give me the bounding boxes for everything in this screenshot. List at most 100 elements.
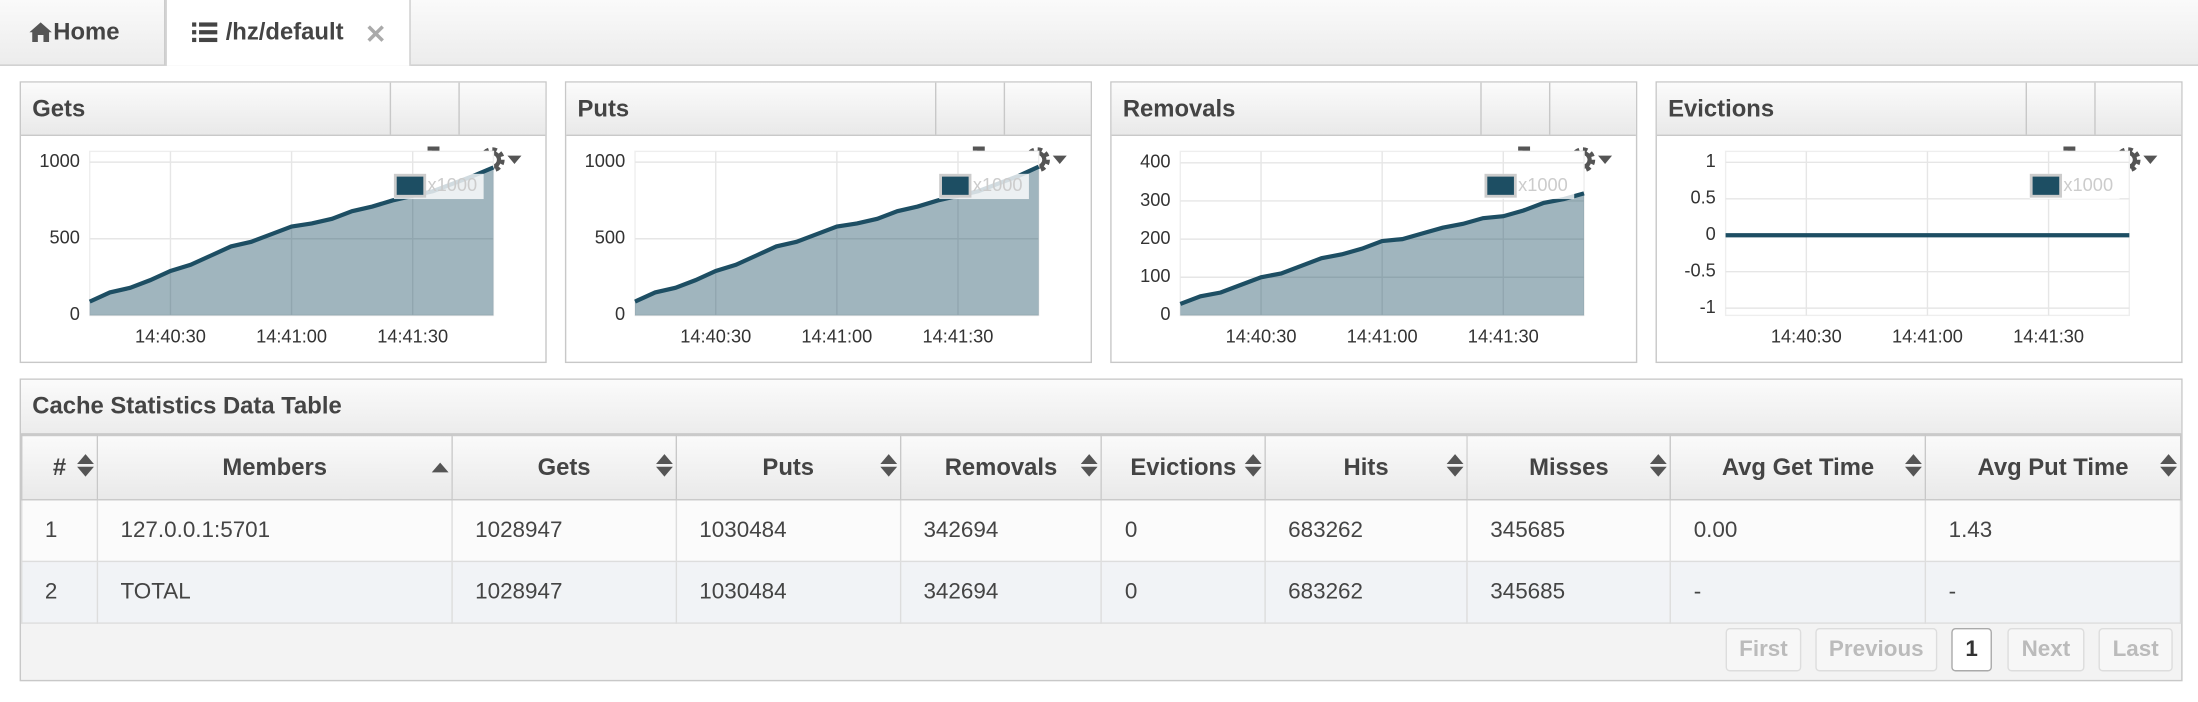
- y-tick-label: 1000: [39, 151, 80, 171]
- y-tick-label: 0: [1160, 304, 1170, 324]
- panel-title: Gets: [32, 95, 86, 122]
- header-label: Misses: [1529, 453, 1609, 481]
- expand-button[interactable]: [2025, 82, 2096, 175]
- table-cell: 1028947: [451, 560, 677, 624]
- expand-button[interactable]: [1480, 82, 1550, 175]
- y-tick-label: 500: [49, 228, 79, 248]
- x-tick-label: 14:41:30: [2013, 327, 2084, 347]
- x-tick-label: 14:40:30: [135, 327, 206, 347]
- page-button[interactable]: Previous: [1815, 628, 1938, 672]
- header-label: #: [52, 453, 67, 481]
- expand-button[interactable]: [389, 82, 460, 175]
- panel-title: Removals: [1122, 95, 1236, 122]
- table-cell: 1030484: [675, 560, 902, 624]
- chart-panel: Gets 0 500 1000 14:40:30 14:41:00 14:41:30 x100…: [19, 81, 547, 364]
- y-tick-label: 500: [595, 228, 625, 248]
- x-tick-label: 14:40:30: [680, 327, 751, 347]
- column-header[interactable]: Evictions: [1100, 434, 1266, 501]
- legend-swatch: [393, 173, 427, 198]
- chart: 0 100 200 300 400 14:40:30 14:41:00 14:41:30 x10…: [1140, 150, 1585, 347]
- column-header[interactable]: Hits: [1264, 434, 1468, 501]
- tab-label: /hz/default: [225, 18, 344, 45]
- y-tick-label: 300: [1140, 190, 1170, 210]
- settings-button[interactable]: [1548, 82, 1637, 173]
- column-header[interactable]: Avg Put Time: [1924, 434, 2182, 501]
- page-button[interactable]: First: [1725, 628, 1802, 672]
- x-tick-label: 14:40:30: [1226, 327, 1297, 347]
- table-cell: TOTAL: [96, 560, 453, 624]
- table-cell: 2: [21, 560, 99, 624]
- chart-panel: Removals 0 100 200 300 400 14:40:30 14:41:00 14:…: [1110, 81, 1638, 364]
- table-cell: 683262: [1264, 499, 1468, 563]
- panel-header: Evictions: [1656, 82, 2182, 175]
- tab-bar: Home /hz/default: [0, 0, 2198, 66]
- line: [1179, 191, 1585, 306]
- page-button[interactable]: Next: [2007, 628, 2085, 672]
- header-label: Puts: [762, 453, 815, 481]
- tab-label: Home: [53, 18, 120, 45]
- page-button[interactable]: 1: [1951, 628, 1992, 672]
- expand-button[interactable]: [934, 82, 1005, 175]
- y-tick-label: 1000: [585, 151, 626, 171]
- header-label: Gets: [537, 453, 591, 481]
- header-label: Removals: [944, 453, 1058, 481]
- table-cell: 342694: [899, 499, 1103, 563]
- legend-swatch: [2029, 173, 2063, 198]
- table-cell: 0: [1100, 499, 1266, 563]
- table-cell: 1.43: [1924, 499, 2182, 563]
- table-title: Cache Statistics Data Table: [21, 379, 2182, 435]
- data-table-panel: Cache Statistics Data Table # Members Gets…: [19, 378, 2183, 682]
- y-tick-label: 0: [1706, 224, 1716, 244]
- chart-panel: Puts 0 500 1000 14:40:30 14:41:00 14:41:30 x100…: [564, 81, 1092, 364]
- table-cell: 345685: [1466, 560, 1672, 624]
- y-tick-label: 100: [1140, 266, 1170, 286]
- header-label: Members: [222, 453, 327, 481]
- table-cell: 1028947: [451, 499, 677, 563]
- table-cell: 342694: [899, 560, 1103, 624]
- table-cell: -: [1669, 560, 1927, 624]
- x-tick-label: 14:41:00: [1892, 327, 1963, 347]
- panel-title: Evictions: [1668, 95, 1775, 122]
- column-header[interactable]: Misses: [1466, 434, 1672, 501]
- column-header[interactable]: Gets: [451, 434, 677, 501]
- list-icon: [192, 22, 218, 43]
- home-icon: [29, 22, 52, 43]
- table-row: 1 127.0.0.1:5701 1028947 1030484 342694 0 6832…: [21, 499, 2182, 563]
- header-label: Evictions: [1130, 453, 1237, 481]
- settings-button[interactable]: [2094, 82, 2182, 173]
- y-tick-label: 400: [1140, 152, 1170, 172]
- x-tick-label: 14:40:30: [1771, 327, 1842, 347]
- legend-label: x1000: [428, 175, 478, 195]
- area: [89, 167, 494, 316]
- settings-button[interactable]: [458, 82, 546, 173]
- legend-label: x1000: [973, 175, 1023, 195]
- table-cell: -: [1924, 560, 2182, 624]
- tab[interactable]: /hz/default: [165, 0, 411, 66]
- x-tick-label: 14:41:00: [256, 327, 327, 347]
- table-cell: 1030484: [675, 499, 902, 563]
- column-header[interactable]: #: [21, 434, 99, 501]
- table-cell: 0: [1100, 560, 1266, 624]
- table-row: 2 TOTAL 1028947 1030484 342694 0 683262 345685-…: [21, 560, 2182, 624]
- tab[interactable]: Home: [0, 0, 166, 65]
- column-header[interactable]: Puts: [675, 434, 902, 501]
- panel-header: Gets: [21, 82, 546, 175]
- settings-button[interactable]: [1003, 82, 1092, 173]
- column-header[interactable]: Members: [96, 434, 453, 501]
- y-tick-label: 1: [1706, 151, 1716, 171]
- column-header[interactable]: Removals: [899, 434, 1103, 501]
- column-header[interactable]: Avg Get Time: [1669, 434, 1927, 501]
- x-tick-label: 14:41:00: [801, 327, 872, 347]
- close-icon[interactable]: [366, 24, 386, 44]
- table-cell: 345685: [1466, 499, 1672, 563]
- panel-header: Removals: [1111, 82, 1637, 175]
- table-cell: 0.00: [1669, 499, 1927, 563]
- y-tick-label: 0: [615, 304, 625, 324]
- y-tick-label: -0.5: [1684, 260, 1715, 280]
- table-cell: 127.0.0.1:5701: [96, 499, 453, 563]
- page-button[interactable]: Last: [2098, 628, 2173, 672]
- x-tick-label: 14:41:00: [1347, 327, 1418, 347]
- y-tick-label: 200: [1140, 228, 1170, 248]
